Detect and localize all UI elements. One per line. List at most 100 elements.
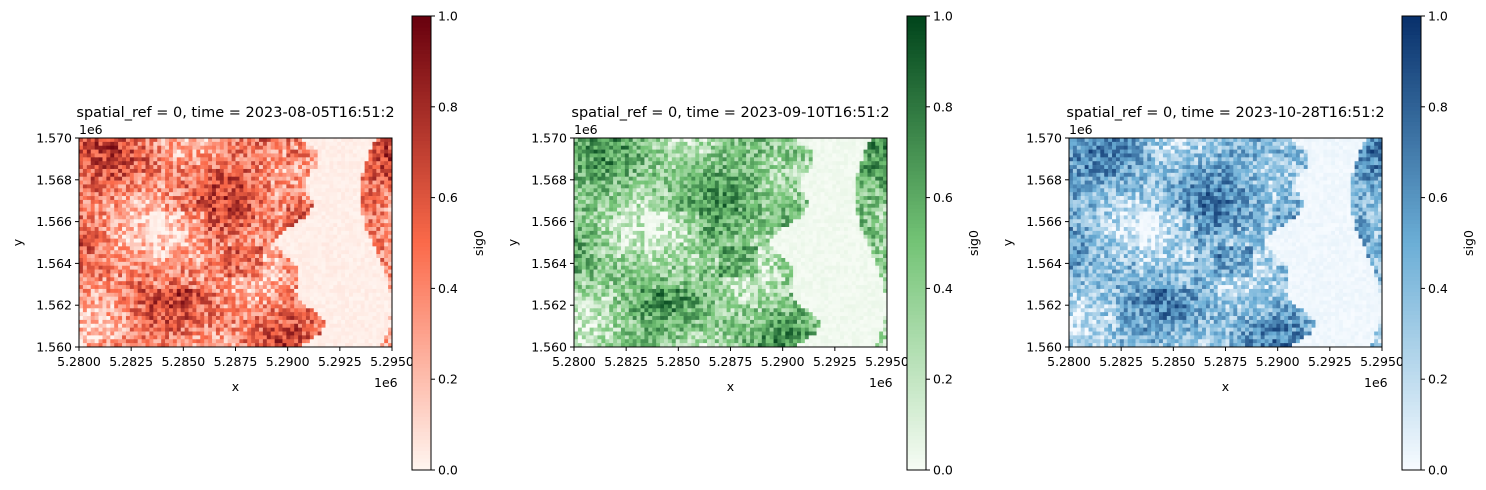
heatmap-cell	[247, 285, 252, 290]
heatmap-cell	[305, 296, 311, 301]
heatmap-cell	[223, 138, 228, 143]
heatmap-cell	[671, 145, 677, 150]
heatmap-cell	[251, 215, 256, 220]
heatmap-cell	[270, 300, 275, 305]
heatmap-cell	[86, 312, 92, 317]
heatmap-cell	[149, 192, 154, 197]
heatmap-cell	[313, 168, 318, 174]
heatmap-cell	[302, 219, 307, 224]
heatmap-cell	[145, 215, 150, 220]
heatmap-cell	[329, 300, 334, 305]
heatmap-cell	[176, 188, 182, 193]
heatmap-cell	[840, 153, 845, 158]
heatmap-cell	[286, 196, 291, 201]
heatmap-cell	[192, 343, 197, 348]
heatmap-cell	[200, 339, 205, 344]
colorbar-segment	[412, 250, 431, 255]
heatmap-cell	[707, 153, 712, 158]
heatmap-cell	[110, 230, 115, 236]
heatmap-cell	[82, 192, 88, 197]
heatmap-cell	[239, 211, 244, 216]
heatmap-cell	[341, 277, 346, 282]
heatmap-cell	[695, 138, 700, 143]
heatmap-cell	[875, 153, 880, 158]
heatmap-cell	[714, 153, 720, 158]
heatmap-cell	[290, 196, 295, 201]
heatmap-cell	[184, 292, 189, 297]
heatmap-cell	[204, 230, 209, 236]
heatmap-cell	[102, 161, 107, 166]
heatmap-cell	[79, 138, 84, 143]
heatmap-cell	[380, 304, 385, 309]
heatmap-cell	[215, 180, 221, 185]
heatmap-cell	[243, 211, 248, 216]
heatmap-cell	[168, 211, 174, 216]
heatmap-cell	[356, 312, 361, 317]
heatmap-cell	[302, 300, 307, 305]
heatmap-cell	[278, 172, 283, 177]
heatmap-cell	[122, 319, 127, 325]
heatmap-cell	[122, 254, 127, 259]
heatmap-cell	[82, 188, 88, 193]
heatmap-cell	[223, 172, 228, 177]
heatmap-cell	[110, 172, 115, 177]
heatmap-cell	[305, 234, 311, 239]
heatmap-cell	[352, 246, 358, 251]
heatmap-cell	[176, 273, 182, 278]
heatmap-cell	[286, 339, 291, 344]
heatmap-cell	[157, 184, 162, 189]
heatmap-cell	[223, 277, 228, 282]
heatmap-cell	[114, 234, 119, 239]
heatmap-cell	[663, 138, 669, 143]
heatmap-cell	[266, 335, 272, 340]
heatmap-cell	[388, 153, 393, 158]
colorbar-segment	[412, 171, 431, 176]
heatmap-cell	[305, 343, 311, 348]
heatmap-cell	[734, 141, 739, 147]
heatmap-cell	[258, 188, 264, 193]
heatmap-cell	[133, 343, 138, 348]
heatmap-cell	[262, 172, 268, 177]
heatmap-cell	[215, 250, 221, 255]
heatmap-cell	[290, 165, 295, 170]
heatmap-cell	[703, 138, 708, 143]
x-tick-label: 5.2825	[109, 354, 153, 369]
heatmap-cell	[165, 242, 170, 247]
heatmap-cell	[352, 281, 358, 286]
heatmap-cell	[79, 300, 84, 305]
heatmap-cell	[196, 292, 201, 297]
heatmap-cell	[94, 230, 99, 236]
heatmap-cell	[188, 273, 193, 278]
heatmap-cell	[188, 203, 193, 208]
heatmap-cell	[243, 196, 248, 201]
heatmap-cell	[184, 141, 189, 147]
heatmap-cell	[302, 234, 307, 239]
heatmap-cell	[212, 331, 217, 336]
heatmap-cell	[235, 211, 240, 216]
heatmap-cell	[137, 219, 142, 224]
heatmap-cell	[294, 254, 299, 259]
heatmap-cell	[204, 250, 209, 255]
heatmap-cell	[290, 296, 295, 301]
heatmap-cell	[180, 273, 185, 278]
heatmap-cell	[753, 138, 759, 143]
heatmap-cell	[90, 339, 95, 344]
heatmap-cell	[165, 157, 170, 162]
heatmap-cell	[212, 281, 217, 286]
heatmap-cell	[317, 308, 322, 313]
heatmap-cell	[262, 292, 268, 297]
heatmap-cell	[309, 223, 315, 228]
heatmap-cell	[251, 238, 256, 243]
heatmap-cell	[227, 157, 232, 162]
heatmap-cell	[153, 335, 158, 340]
heatmap-cell	[251, 277, 256, 282]
heatmap-cell	[200, 296, 205, 301]
heatmap-cell	[290, 312, 295, 317]
heatmap-cell	[219, 211, 225, 216]
heatmap-cell	[192, 316, 197, 321]
heatmap-cell	[122, 308, 127, 313]
colorbar-segment	[412, 235, 431, 240]
heatmap-cell	[278, 161, 283, 166]
heatmap-cell	[114, 343, 119, 348]
colorbar-segment	[412, 216, 431, 221]
